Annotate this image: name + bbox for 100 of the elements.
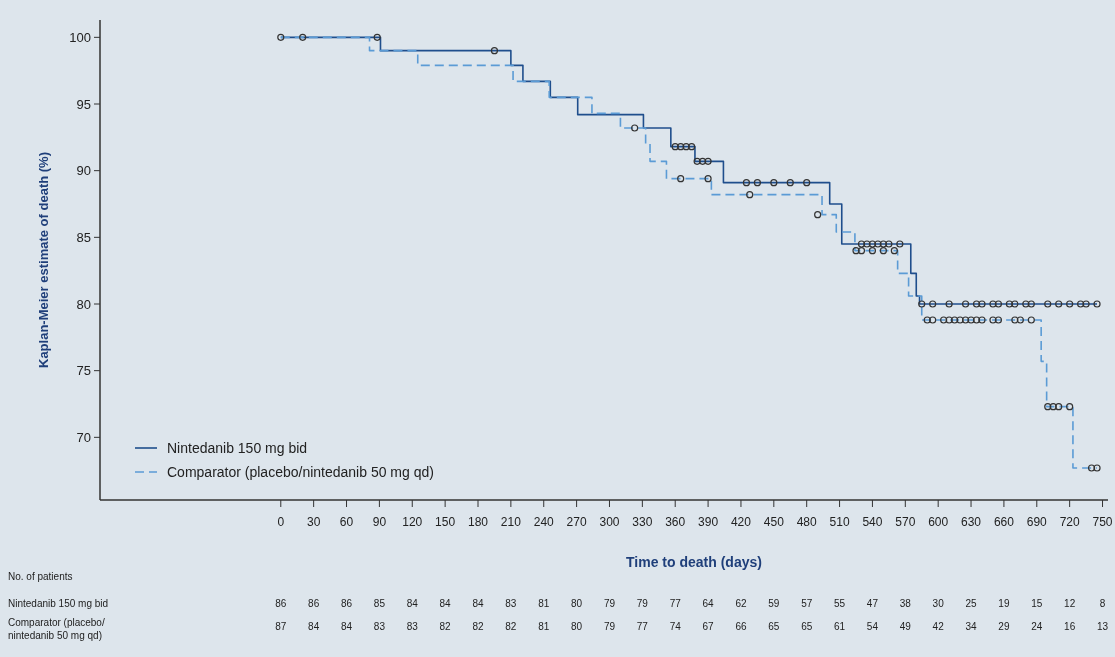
point: [299, 33, 307, 41]
point: [923, 316, 931, 324]
text: 87 84 84 83 83 82 82 82 81 80 79 77 74 67 66 65 65 61 54 49 42 34 29 24 16 13: [275, 621, 1109, 632]
point: [1022, 300, 1030, 308]
point: [803, 179, 811, 187]
point: [1005, 300, 1013, 308]
point: [972, 316, 981, 324]
x-tick-label: 270: [566, 515, 587, 529]
point: [1077, 300, 1085, 308]
point: [929, 316, 937, 324]
x-tick-label: 690: [1026, 515, 1048, 529]
point: [972, 300, 981, 308]
point: [1049, 403, 1057, 411]
point: [918, 300, 926, 308]
x-tick-label: 150: [435, 515, 456, 529]
point: [1027, 316, 1035, 324]
point: [989, 316, 997, 324]
x-tick-label: 390: [698, 515, 719, 529]
point: [373, 33, 381, 41]
point: [857, 240, 866, 248]
x-tick-label: 330: [632, 515, 653, 529]
y-tick-label: 90: [76, 163, 91, 179]
point: [852, 247, 860, 255]
x-tick-label: 540: [862, 515, 883, 529]
x-tick-label: 210: [500, 515, 522, 529]
point: [868, 240, 877, 248]
text: No. of patients: [8, 571, 73, 582]
point: [1016, 316, 1024, 324]
point: [704, 175, 712, 183]
point: [951, 316, 959, 324]
point: [688, 143, 696, 151]
x-tick-label: 60: [339, 515, 354, 529]
point: [770, 179, 778, 187]
point: [879, 247, 887, 255]
point: [1066, 300, 1074, 308]
x-tick-label: 300: [599, 515, 620, 529]
point: [1055, 403, 1063, 411]
text: Comparator (placebo/ nintedanib 50 mg qd): [8, 617, 105, 641]
point: [786, 179, 794, 187]
x-tick-label: 240: [533, 515, 555, 529]
x-tick-label: 90: [372, 515, 387, 529]
x-tick-label: 120: [402, 515, 423, 529]
point: [994, 316, 1003, 324]
point: [961, 316, 970, 324]
point: [1011, 300, 1019, 308]
point: [989, 300, 997, 308]
point: [896, 240, 904, 248]
point: [742, 179, 751, 187]
x-tick-label: 750: [1092, 515, 1113, 529]
x-axis-title: Time to death (days): [626, 554, 762, 570]
x-tick-label: 570: [895, 515, 916, 529]
legend-label: Comparator (placebo/nintedanib 50 mg qd): [167, 463, 434, 480]
point: [945, 300, 953, 308]
x-tick-label: 480: [796, 515, 818, 529]
y-tick-label: 95: [76, 96, 91, 112]
point: [1011, 316, 1019, 324]
point: [857, 247, 866, 255]
x-tick-label: 30: [306, 515, 321, 529]
point: [1066, 403, 1074, 411]
point: [699, 157, 707, 165]
point: [956, 316, 964, 324]
point: [814, 211, 822, 219]
x-tick-label: 0: [277, 515, 285, 529]
point: [945, 316, 953, 324]
point: [929, 300, 937, 308]
point: [631, 124, 639, 132]
point: [1044, 300, 1052, 308]
point: [671, 143, 679, 151]
point: [967, 316, 975, 324]
point: [1093, 300, 1101, 308]
point: [863, 240, 871, 248]
point: [277, 33, 285, 41]
x-tick-label: 720: [1059, 515, 1080, 529]
x-tick-label: 360: [665, 515, 686, 529]
point: [1027, 300, 1035, 308]
point: [940, 316, 948, 324]
point: [682, 143, 690, 151]
y-tick-label: 75: [76, 363, 91, 379]
y-tick-label: 100: [69, 29, 91, 45]
y-axis-title: Kaplan-Meier estimate of death (%): [36, 152, 51, 368]
point: [677, 175, 685, 183]
point: [961, 300, 970, 308]
point: [868, 247, 877, 255]
point: [704, 157, 712, 165]
text: Nintedanib 150 mg bid: [8, 598, 109, 609]
point: [1082, 300, 1090, 308]
x-tick-label: 660: [993, 515, 1015, 529]
point: [885, 240, 893, 248]
y-tick-label: 80: [76, 296, 91, 312]
point: [693, 157, 701, 165]
point: [890, 247, 898, 255]
x-tick-label: 180: [467, 515, 489, 529]
y-tick-label: 70: [76, 429, 91, 445]
point: [1087, 464, 1096, 472]
point: [874, 240, 882, 248]
text: 86 86 86 85 84 84 84 83 81 80 79 79 77 64 62 59 57 55 47 38 30 25 19 15 12 8: [275, 598, 1106, 609]
legend-label: Nintedanib 150 mg bid: [167, 439, 308, 456]
x-tick-label: 630: [961, 515, 982, 529]
point: [677, 143, 685, 151]
x-tick-label: 450: [763, 515, 785, 529]
